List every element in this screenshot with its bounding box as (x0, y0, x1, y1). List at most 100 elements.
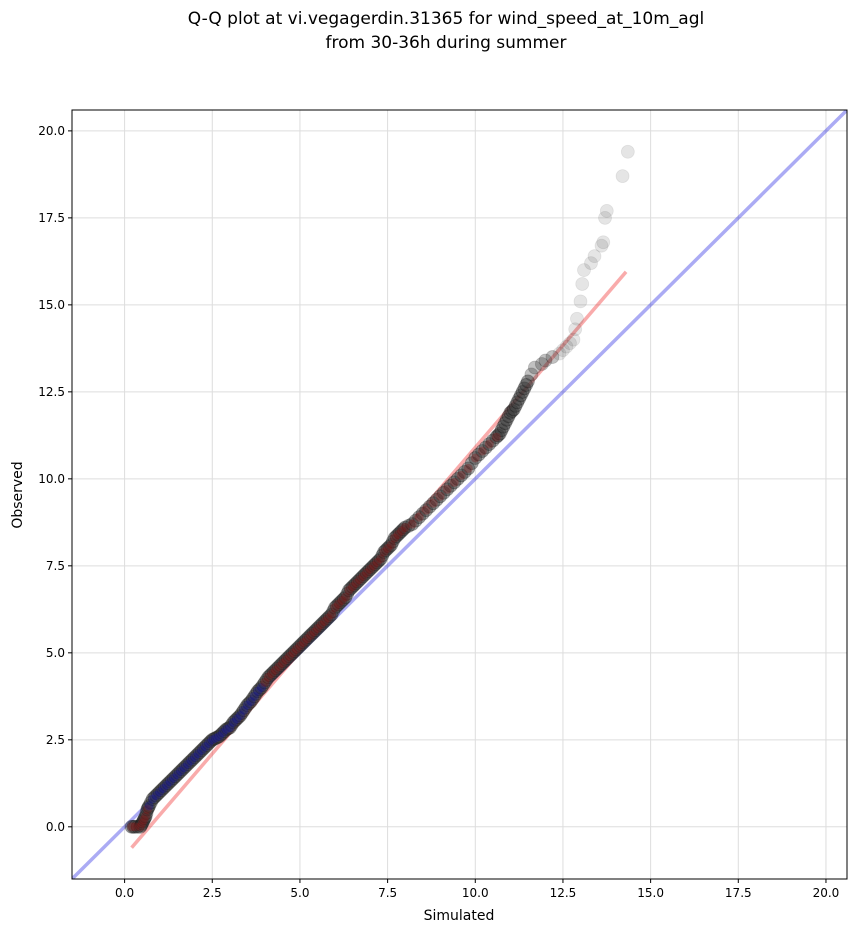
data-point-tint (369, 561, 379, 571)
data-point-tint (319, 617, 329, 627)
data-point-tint (190, 752, 200, 762)
data-point-tint (341, 592, 351, 602)
data-point-tint (183, 759, 193, 769)
data-point (257, 675, 272, 690)
data-point (268, 663, 283, 678)
data-point-dense (291, 640, 306, 655)
data-point (598, 210, 612, 225)
data-point (552, 346, 567, 361)
data-point (499, 412, 514, 427)
data-point (317, 614, 332, 629)
data-point-dense (326, 604, 341, 618)
data-point (398, 520, 413, 535)
grid-lines (72, 110, 847, 879)
data-point-tint (358, 571, 368, 581)
data-point-tint (386, 540, 396, 550)
data-point (594, 238, 609, 253)
data-point-tint (295, 641, 305, 651)
data-point-dense (141, 800, 156, 815)
data-point (570, 311, 584, 326)
data-point (482, 437, 497, 451)
data-point-dense (139, 805, 154, 820)
data-point-dense (312, 619, 327, 634)
data-point (136, 812, 151, 827)
x-axis-label: Simulated (424, 908, 495, 924)
data-point-tint (162, 780, 172, 790)
data-points (124, 144, 635, 834)
data-point (152, 785, 167, 799)
data-point (387, 531, 402, 545)
data-point-tint (491, 432, 501, 442)
data-point (140, 802, 155, 817)
x-tick-label: 17.5 (725, 886, 752, 900)
chart-title-line-1: Q-Q plot at vi.vegagerdin.31365 for wind… (188, 9, 704, 29)
data-point (124, 819, 139, 834)
data-point (300, 632, 314, 646)
data-point (328, 600, 342, 615)
data-point-dense (347, 578, 362, 592)
data-point-tint (207, 735, 217, 745)
data-point-tint (309, 627, 319, 637)
data-point-dense (245, 692, 260, 706)
data-point-dense (340, 586, 355, 601)
data-point-tint (284, 651, 294, 661)
x-tick-label: 5.0 (290, 886, 309, 900)
data-point (352, 572, 367, 587)
data-point (545, 350, 560, 364)
data-point (170, 767, 185, 782)
data-point (440, 482, 455, 497)
data-point-dense (343, 581, 358, 596)
data-point-dense (385, 534, 400, 549)
data-point-dense (242, 696, 256, 711)
data-point-dense (322, 609, 337, 624)
data-point-dense (464, 456, 479, 471)
data-point-dense (364, 560, 379, 575)
data-point-tint (365, 564, 375, 574)
data-point (556, 343, 570, 357)
data-point (419, 503, 434, 518)
data-point (233, 708, 248, 723)
data-point-dense (301, 630, 316, 645)
data-point-dense (354, 571, 369, 585)
data-point-dense (382, 539, 397, 554)
data-point-dense (126, 819, 141, 834)
data-point-tint (414, 512, 424, 522)
data-point (173, 764, 188, 779)
data-point (489, 430, 504, 444)
data-point-dense (217, 724, 232, 739)
data-point-tint (214, 731, 224, 741)
data-point (394, 524, 409, 538)
y-axis-label: Observed (10, 461, 26, 528)
data-point-tint (176, 766, 186, 776)
data-point-tint (221, 724, 231, 734)
data-point-dense (505, 404, 520, 418)
data-point (331, 597, 346, 612)
data-point (135, 816, 150, 831)
data-point (573, 294, 588, 309)
data-point (215, 725, 230, 740)
data-point-tint (225, 723, 235, 733)
data-point-tint (327, 610, 337, 620)
data-point-dense (336, 591, 351, 606)
data-point-tint (242, 700, 252, 710)
data-point (433, 489, 448, 504)
data-point-dense (172, 765, 186, 780)
data-point (373, 551, 388, 566)
data-point-tint (158, 784, 168, 794)
data-point-tint (390, 533, 400, 543)
data-point-tint (484, 439, 494, 449)
data-point-dense (333, 595, 348, 610)
data-point-tint (228, 717, 238, 727)
data-point (447, 475, 462, 490)
data-point-tint (344, 585, 354, 595)
data-point-dense (200, 738, 214, 752)
data-point (391, 527, 406, 542)
data-point-dense (196, 741, 211, 756)
data-point-tint (246, 697, 256, 707)
data-point (524, 367, 539, 382)
data-point (538, 353, 553, 368)
data-point (517, 381, 532, 396)
data-point (286, 645, 300, 660)
data-point (587, 249, 602, 264)
